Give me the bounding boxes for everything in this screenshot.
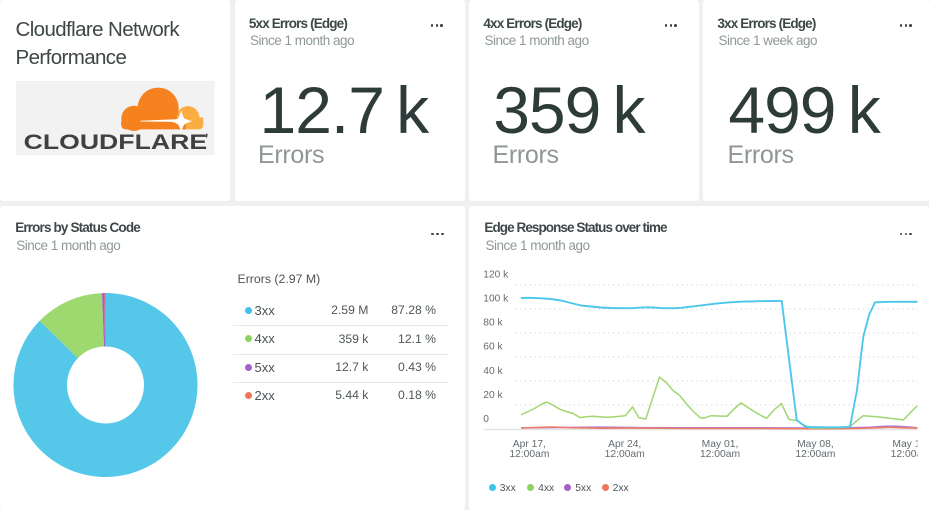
svg-text:80 k: 80 k: [483, 318, 503, 329]
svg-text:May 15,: May 15,: [892, 439, 929, 450]
svg-text:Apr 24,: Apr 24,: [608, 439, 641, 450]
svg-text:May 01,: May 01,: [702, 439, 739, 450]
svg-text:40 k: 40 k: [483, 366, 503, 377]
svg-text:May 08,: May 08,: [797, 439, 834, 450]
svg-text:Apr 17,: Apr 17,: [513, 439, 546, 450]
svg-text:CLOUDFLARE: CLOUDFLARE: [24, 131, 208, 154]
svg-text:12:00am: 12:00am: [605, 449, 645, 460]
svg-text:100 k: 100 k: [483, 294, 509, 305]
svg-text:12:00am: 12:00am: [700, 449, 740, 460]
svg-text:12:00am: 12:00am: [509, 449, 549, 460]
svg-text:12:00am: 12:00am: [795, 449, 835, 460]
svg-text:0: 0: [483, 414, 489, 425]
svg-text:12:00am: 12:00am: [891, 449, 929, 460]
svg-text:60 k: 60 k: [483, 342, 503, 353]
svg-text:120 k: 120 k: [483, 270, 509, 281]
svg-text:20 k: 20 k: [483, 390, 503, 401]
